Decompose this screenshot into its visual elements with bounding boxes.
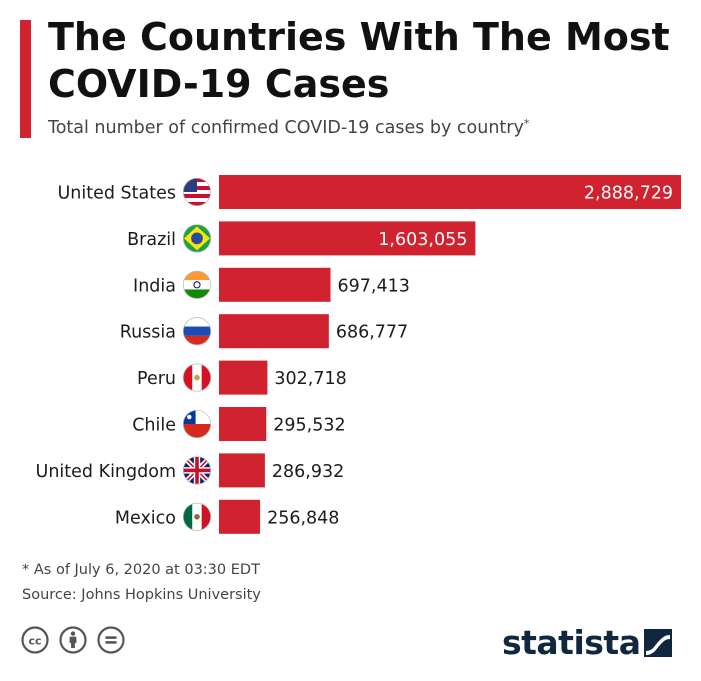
value-label: 256,848 [267, 508, 339, 528]
brand-wordmark: statista [502, 623, 641, 662]
bar [219, 407, 267, 441]
chart-title: The Countries With The Most COVID-19 Cas… [48, 14, 670, 108]
value-label: 302,718 [274, 369, 346, 389]
value-label: 2,888,729 [584, 184, 673, 204]
accent-bar [20, 20, 31, 138]
subtitle-footnote-mark: * [523, 117, 530, 130]
cc-icon-label: cc [28, 635, 41, 648]
brazil-flag-icon [182, 224, 212, 253]
value-label: 697,413 [338, 276, 410, 296]
chart-title-line2: COVID-19 Cases [48, 62, 390, 106]
chart-subtitle-text: Total number of confirmed COVID-19 cases… [48, 118, 524, 138]
bar [219, 360, 268, 395]
source-note: Source: Johns Hopkins University [22, 587, 261, 603]
category-label: United Kingdom [36, 462, 176, 482]
value-label: 686,777 [336, 323, 408, 343]
mexico-flag-icon [182, 502, 212, 531]
uk-flag-icon [182, 456, 212, 485]
bar [219, 221, 476, 256]
category-label: India [133, 276, 176, 296]
creative-commons-icon: cc [21, 626, 49, 654]
india-flag-icon [182, 270, 212, 299]
value-label: 286,932 [272, 462, 344, 482]
category-label: United States [57, 184, 176, 204]
chart-subtitle: Total number of confirmed COVID-19 cases… [48, 117, 529, 138]
statista-mark-icon [644, 629, 673, 657]
us-flag-icon [182, 177, 212, 207]
value-label: 295,532 [273, 416, 345, 436]
category-label: Russia [120, 323, 176, 343]
bar [219, 175, 681, 209]
peru-flag-icon [182, 363, 212, 392]
footnote: * As of July 6, 2020 at 03:30 EDT [22, 562, 260, 578]
value-label: 1,603,055 [378, 230, 467, 250]
attribution-icon [59, 626, 87, 654]
license-icons: cc [21, 626, 125, 654]
bar [219, 499, 261, 534]
category-label: Peru [137, 369, 176, 389]
russia-flag-icon [182, 317, 212, 346]
category-label: Mexico [115, 508, 176, 528]
category-label: Chile [132, 416, 176, 436]
statista-logo: statista [502, 623, 673, 662]
bar [219, 314, 329, 349]
bar [219, 267, 331, 302]
category-label: Brazil [127, 230, 176, 250]
bar-chart: United States 2,888,729 Brazil 1,603,055 Ind… [36, 175, 681, 534]
bar [219, 453, 265, 488]
chart-title-line1: The Countries With The Most [48, 15, 670, 59]
no-derivatives-icon [97, 626, 125, 654]
chile-flag-icon [182, 409, 212, 439]
